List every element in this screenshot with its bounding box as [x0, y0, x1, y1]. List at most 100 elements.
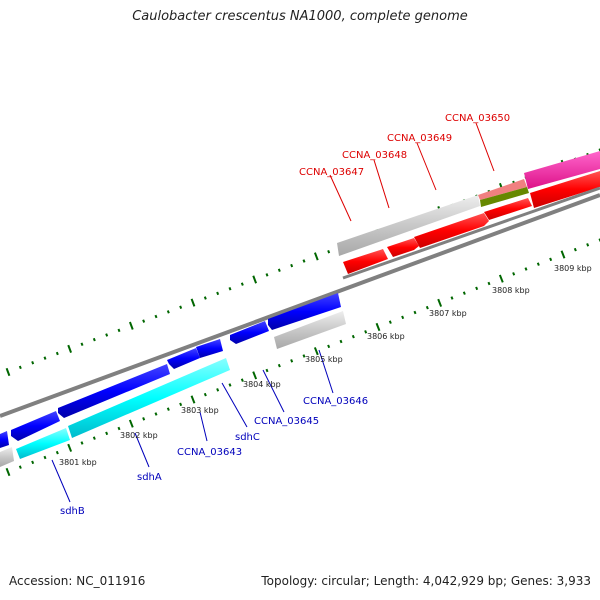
outer-tick	[277, 268, 281, 273]
inner-tick	[425, 305, 429, 310]
tick-label-3805: 3805 kbp	[305, 355, 343, 364]
tick-label-3802: 3802 kbp	[120, 431, 158, 440]
leader-ccna-03646	[318, 349, 334, 394]
inner-tick	[117, 426, 121, 431]
inner-tick-ring	[5, 238, 600, 477]
tick-label-3804: 3804 kbp	[243, 380, 281, 389]
inner-tick	[413, 310, 417, 315]
inner-tick	[166, 407, 170, 411]
inner-tick	[549, 257, 553, 262]
inner-tick	[487, 281, 491, 286]
outer-tick	[5, 367, 11, 377]
inner-tick	[364, 330, 368, 334]
label-ccna-03650: CCNA_03650	[445, 113, 510, 124]
inner-tick	[67, 443, 73, 452]
tick-label-3803: 3803 kbp	[181, 406, 219, 415]
tick-label-3808: 3808 kbp	[492, 286, 530, 295]
inner-tick	[586, 243, 590, 247]
inner-tick	[313, 347, 319, 356]
genome-title: Caulobacter crescentus NA1000, complete …	[132, 9, 468, 24]
outer-tick	[92, 337, 96, 342]
inner-tick	[462, 291, 466, 295]
outer-tick	[190, 298, 196, 307]
inner-tick	[5, 467, 11, 477]
outer-tick	[240, 282, 244, 286]
inner-tick	[179, 402, 183, 407]
inner-tick	[290, 359, 294, 363]
outer-tick	[31, 360, 35, 365]
label-sdhB: sdhB	[60, 506, 85, 517]
gene-feature-salmon	[478, 179, 527, 200]
rna-feature-main	[68, 358, 230, 438]
label-ccna-03649: CCNA_03649	[387, 133, 452, 144]
inner-tick	[277, 363, 281, 368]
leader-sdhA	[134, 432, 150, 468]
tick-label-3801: 3801 kbp	[59, 458, 97, 467]
outer-tick	[265, 273, 269, 277]
cds-ccna-03643	[167, 348, 200, 369]
outer-tick	[43, 356, 47, 360]
label-ccna-03647: CCNA_03647	[299, 167, 364, 178]
leader-sdhC	[221, 382, 248, 428]
accession-text: Accession: NC_011916	[9, 574, 146, 588]
gene-feature-pink	[524, 151, 600, 189]
label-sdhC: sdhC	[235, 432, 260, 443]
forward-labels: CCNA_03647 CCNA_03648 CCNA_03649 CCNA_03…	[299, 113, 510, 222]
inner-tick	[228, 383, 232, 387]
outer-tick	[18, 365, 22, 370]
outer-tick	[228, 286, 232, 291]
leader-sdhB	[51, 459, 71, 503]
outer-tick	[142, 319, 146, 323]
gene-feature-grey-right	[274, 311, 346, 349]
inner-tick	[388, 320, 392, 324]
inner-tick	[351, 334, 355, 339]
cds-sdhA	[58, 364, 170, 418]
outer-tick	[179, 305, 183, 310]
scale-labels: 3801 kbp 3802 kbp 3803 kbp 3804 kbp 3805…	[59, 264, 592, 467]
outer-tick	[128, 321, 134, 330]
gene-feature-grey	[337, 195, 480, 256]
tick-label-3806: 3806 kbp	[367, 332, 405, 341]
cds-ccna-03648	[387, 238, 419, 257]
inner-tick	[498, 274, 504, 283]
label-sdhA: sdhA	[137, 472, 162, 483]
outer-tick	[290, 263, 294, 268]
inner-tick	[43, 455, 47, 460]
inner-tick	[55, 450, 59, 455]
inner-tick	[560, 250, 566, 259]
inner-tick	[536, 262, 540, 266]
leader-ccna-03649	[416, 142, 437, 191]
inner-tick	[92, 436, 96, 440]
outer-tick	[252, 275, 258, 284]
inner-tick	[437, 298, 443, 307]
label-ccna-03646: CCNA_03646	[303, 396, 368, 407]
gene-feature-olive	[480, 187, 529, 207]
label-ccna-03643: CCNA_03643	[177, 447, 242, 458]
label-ccna-03645: CCNA_03645	[254, 416, 319, 427]
cds-blue-left	[0, 431, 9, 448]
inner-tick	[31, 460, 35, 465]
inner-tick	[302, 354, 306, 358]
outer-tick	[166, 310, 170, 314]
cds-ccna-03647	[343, 249, 388, 274]
outer-tick	[55, 351, 59, 356]
outer-tick	[154, 314, 158, 319]
cds-sdhC	[196, 339, 223, 358]
reverse-strand-track	[0, 293, 346, 467]
backbone-line	[0, 193, 600, 418]
inner-tick	[154, 412, 158, 416]
inner-tick	[252, 371, 258, 380]
outer-tick-ring	[5, 148, 600, 377]
cds-ccna-03645	[230, 321, 269, 344]
rna-feature-left	[16, 428, 70, 459]
inner-tick	[142, 417, 146, 421]
outer-tick	[302, 259, 306, 263]
inner-tick	[475, 286, 479, 291]
inner-tick	[573, 247, 577, 252]
cds-ccna-03650-a	[484, 198, 532, 220]
leader-ccna-03648	[373, 159, 390, 209]
cds-ccna-03649	[414, 213, 489, 248]
leader-ccna-03645	[262, 369, 285, 413]
inner-tick	[265, 368, 269, 373]
